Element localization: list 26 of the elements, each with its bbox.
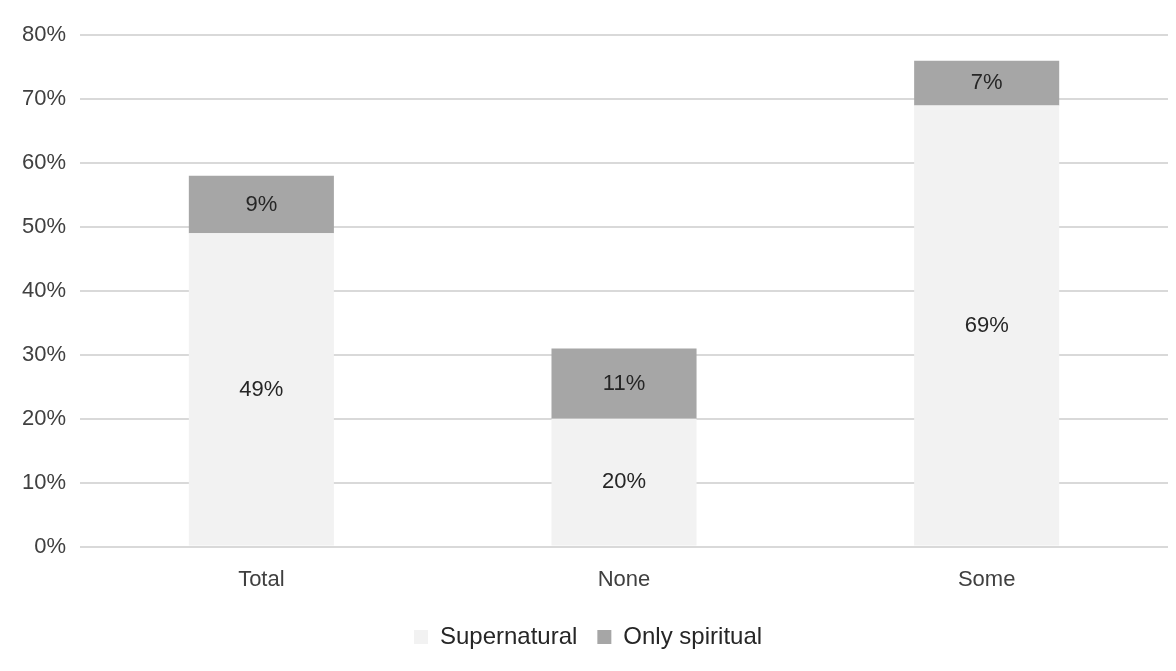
y-tick-label: 10% [21, 468, 67, 494]
data-label: 11% [602, 369, 646, 395]
bar [914, 60, 1060, 106]
y-tick-label: 80% [21, 21, 67, 47]
legend-label: Only spiritual [623, 621, 763, 649]
y-tick-label: 0% [34, 532, 67, 558]
bar [914, 105, 1060, 546]
y-tick-label: 30% [21, 340, 67, 366]
x-tick-label: Total [238, 565, 285, 591]
data-label: 69% [964, 311, 1009, 337]
data-label: 49% [239, 375, 284, 401]
bar [551, 348, 697, 419]
data-label: 7% [970, 69, 1003, 95]
legend-label: Supernatural [439, 621, 578, 649]
y-tick-label: 50% [21, 213, 67, 239]
y-tick-label: 60% [21, 149, 67, 175]
y-tick-label: 40% [21, 276, 67, 302]
y-tick-label: 20% [21, 404, 67, 430]
x-tick-label: Some [957, 565, 1016, 591]
y-tick-label: 70% [21, 85, 67, 111]
data-label: 20% [601, 468, 647, 494]
bar [188, 175, 334, 234]
bar [188, 233, 334, 546]
bar [551, 418, 697, 546]
data-label: 9% [245, 190, 278, 216]
x-tick-label: None [597, 565, 651, 591]
